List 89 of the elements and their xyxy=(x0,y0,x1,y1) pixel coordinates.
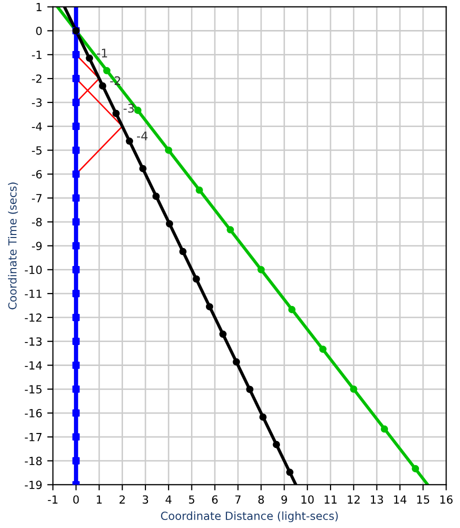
y-tick-label: -15 xyxy=(24,385,42,394)
point xyxy=(72,338,80,345)
y-tick-label: -13 xyxy=(24,337,42,346)
point xyxy=(72,362,80,369)
y-tick-label: -5 xyxy=(32,146,42,155)
point xyxy=(232,358,240,366)
point xyxy=(72,74,80,82)
point xyxy=(72,122,80,130)
y-tick-label: -10 xyxy=(24,266,42,274)
x-tick-label: 8 xyxy=(258,495,264,504)
y-tick-label: -7 xyxy=(32,194,42,202)
x-tick-label: 0 xyxy=(73,495,79,504)
point xyxy=(192,275,200,283)
point xyxy=(72,290,80,298)
x-tick-label: 1 xyxy=(96,495,102,504)
y-tick-label: -4 xyxy=(32,122,42,131)
point xyxy=(196,186,203,194)
point xyxy=(226,226,234,234)
y-tick-label: -18 xyxy=(24,456,42,466)
x-tick-label: -1 xyxy=(48,495,58,504)
point xyxy=(412,465,420,472)
point xyxy=(257,266,265,274)
y-tick-label: -1 xyxy=(32,50,42,59)
point xyxy=(72,409,80,417)
x-tick-label: 4 xyxy=(166,495,172,504)
point xyxy=(272,440,280,448)
point xyxy=(72,266,80,274)
point xyxy=(380,425,388,433)
y-tick-label: -2 xyxy=(32,74,42,83)
y-tick-label: -8 xyxy=(32,218,42,226)
point xyxy=(72,51,80,58)
point xyxy=(164,146,172,154)
point xyxy=(112,110,120,118)
y-tick-label: -16 xyxy=(24,409,42,418)
point xyxy=(72,98,80,106)
point xyxy=(152,192,160,200)
point xyxy=(139,164,147,172)
x-tick-label: 5 xyxy=(189,495,194,504)
y-tick-label: -6 xyxy=(32,170,42,178)
point xyxy=(166,220,174,228)
point xyxy=(99,82,106,90)
x-tick-label: 2 xyxy=(120,495,125,504)
y-tick-label: 1 xyxy=(36,2,42,12)
x-tick-label: 10 xyxy=(302,495,314,504)
y-tick-label: -19 xyxy=(24,480,42,490)
y-tick-label: -3 xyxy=(32,98,42,107)
x-tick-label: 12 xyxy=(348,495,360,504)
x-tick-label: 14 xyxy=(394,495,406,504)
point xyxy=(219,330,227,338)
y-axis-title: Coordinate Time (secs) xyxy=(8,182,18,310)
point xyxy=(259,413,267,421)
point xyxy=(72,170,80,178)
point xyxy=(134,106,142,114)
x-tick-label: 6 xyxy=(212,495,218,504)
y-tick-label: 0 xyxy=(36,26,42,36)
x-tick-label: 3 xyxy=(142,495,148,504)
x-tick-label: 11 xyxy=(324,495,337,504)
y-tick-label: -9 xyxy=(32,242,42,250)
point xyxy=(72,457,80,464)
x-axis-title: Coordinate Distance (light-secs) xyxy=(160,511,338,522)
point xyxy=(246,386,254,394)
point xyxy=(206,303,214,310)
point xyxy=(126,137,134,145)
point xyxy=(72,218,80,226)
x-tick-label: 9 xyxy=(281,495,288,504)
annotation: -1 xyxy=(96,48,108,58)
annotation: -3 xyxy=(124,104,134,113)
point xyxy=(72,242,80,250)
x-tick-label: 13 xyxy=(370,495,383,504)
y-tick-label: -14 xyxy=(24,361,42,370)
point xyxy=(86,54,94,62)
point xyxy=(288,306,296,314)
y-tick-label: -12 xyxy=(24,313,42,322)
point xyxy=(72,194,80,202)
point xyxy=(319,346,327,353)
point xyxy=(72,146,80,154)
point xyxy=(103,67,110,74)
point xyxy=(72,314,80,322)
point xyxy=(179,248,187,256)
x-tick-label: 15 xyxy=(417,495,430,504)
y-tick-label: -11 xyxy=(24,290,42,298)
x-tick-label: 7 xyxy=(235,495,241,504)
x-tick-label: 16 xyxy=(440,495,453,504)
point xyxy=(72,385,80,393)
point xyxy=(286,468,294,476)
annotation: -4 xyxy=(137,132,148,140)
y-tick-label: -17 xyxy=(24,433,42,442)
point xyxy=(350,385,358,393)
point xyxy=(72,433,80,441)
